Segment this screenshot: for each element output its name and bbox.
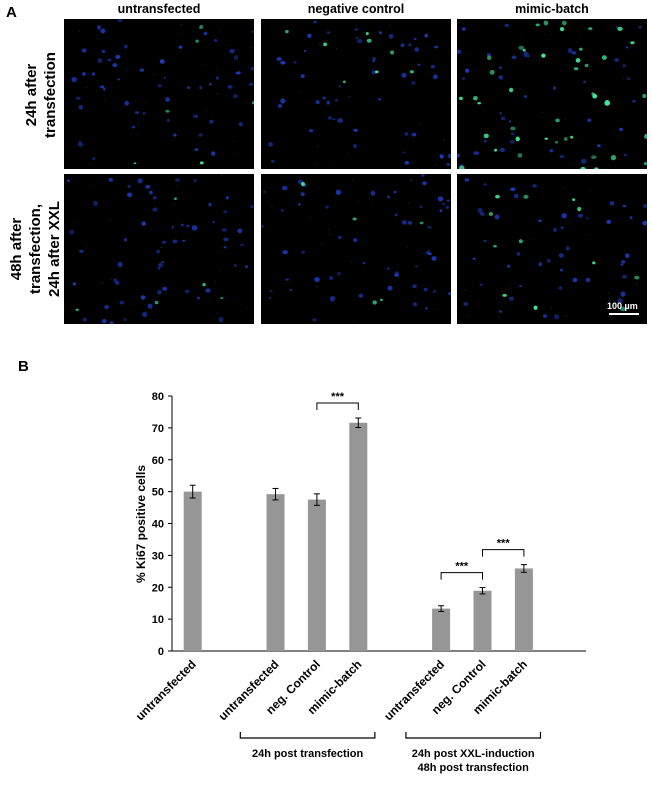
bar [183, 491, 202, 651]
micrograph-48h-untransfected [64, 174, 254, 324]
bar [432, 608, 451, 651]
y-tick-label: 30 [152, 550, 164, 562]
row-header-48h-line3: 24h after XXL [46, 201, 63, 297]
micrograph-48h-negative-control [261, 174, 451, 324]
significance-bracket [440, 572, 483, 580]
y-tick-label: 0 [158, 646, 164, 658]
row-header-24h-line2: transfection [42, 52, 59, 138]
group-bracket [405, 732, 542, 739]
bar [266, 494, 285, 651]
error-bars [189, 417, 527, 612]
bars [183, 422, 533, 651]
significance-bracket [482, 549, 525, 557]
y-tick-label: 40 [152, 519, 164, 531]
column-header-mimic-batch: mimic-batch [515, 2, 589, 16]
row-header-24h-line1: 24h after [23, 63, 40, 127]
scale-bar-label: 100 µm [607, 301, 638, 311]
y-tick-label: 10 [152, 614, 164, 626]
group-label: 24h post XXL-induction [412, 748, 535, 760]
significance-brackets: *** *** *** [316, 391, 525, 580]
bar [307, 499, 326, 651]
micrograph-48h-mimic-batch [457, 174, 647, 324]
column-header-untransfected: untransfected [117, 2, 201, 16]
column-header-negative-control: negative control [307, 2, 405, 16]
y-tick-label: 80 [152, 391, 164, 403]
y-ticks: 0 10 20 30 40 50 60 70 80 [152, 391, 172, 658]
group-bracket [239, 732, 376, 739]
significance-label: *** [455, 561, 469, 573]
micrograph-24h-mimic-batch [457, 19, 647, 169]
significance-label: *** [331, 391, 345, 403]
significance-label: *** [497, 538, 511, 550]
row-header-48h: 48h after transfection, 24h after XXL [7, 169, 65, 329]
bar [473, 590, 492, 651]
y-tick-label: 60 [152, 455, 164, 467]
y-tick-label: 50 [152, 487, 164, 499]
group-label: 24h post transfection [252, 748, 364, 760]
row-header-48h-line2: transfection, [27, 204, 44, 295]
y-tick-label: 20 [152, 582, 164, 594]
micrograph-24h-untransfected [64, 19, 254, 169]
x-tick-label: untransfected [133, 657, 199, 723]
bar [514, 568, 533, 651]
micrograph-24h-negative-control [261, 19, 451, 169]
y-tick-label: 70 [152, 423, 164, 435]
y-axis-label: % Ki67 positive cells [134, 465, 148, 583]
scale-bar [609, 313, 639, 315]
panel-b-letter: B [18, 358, 29, 375]
group-brackets: 24h post transfection 24h post XXL-induct… [239, 732, 542, 774]
group-label: 48h post transfection [418, 762, 530, 774]
row-header-24h: 24h after transfection [22, 15, 62, 175]
panel-a-letter: A [6, 4, 17, 21]
bar [349, 422, 368, 651]
bar-chart: 0 10 20 30 40 50 60 70 80 *** *** *** untransfecte… [133, 391, 586, 774]
row-header-48h-line1: 48h after [8, 217, 25, 281]
significance-bracket [316, 402, 359, 410]
